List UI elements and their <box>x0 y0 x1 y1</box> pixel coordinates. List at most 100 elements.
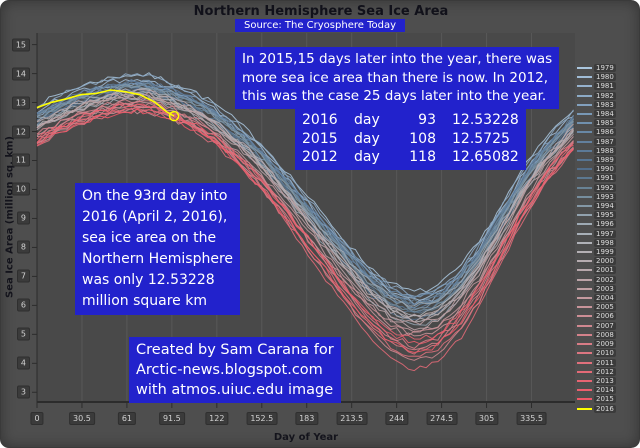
y-tick-label: 15 <box>11 38 30 52</box>
legend-year-label: 2010 <box>594 349 616 358</box>
note-line: was only 12.53228 <box>82 272 215 288</box>
year-legend: 1979 1980 1981 1982 1983 1984 1985 1986 1987 1988… <box>577 64 639 413</box>
legend-item-1990: 1990 <box>577 165 639 174</box>
legend-year-label: 1985 <box>594 119 616 128</box>
y-tick-label: 7 <box>16 269 30 283</box>
table-cell-year: 2016 <box>302 112 338 128</box>
x-tick-label: 183 <box>295 412 319 425</box>
legend-swatch <box>577 122 592 125</box>
legend-year-label: 2012 <box>594 367 616 376</box>
legend-year-label: 2007 <box>594 321 616 330</box>
x-tick-label: 0 <box>30 412 44 425</box>
legend-item-1997: 1997 <box>577 229 639 238</box>
legend-swatch <box>577 343 592 346</box>
y-tick-label: 4 <box>16 356 30 370</box>
legend-year-label: 2009 <box>594 340 616 349</box>
legend-swatch <box>577 76 592 79</box>
x-tick-label: 91.5 <box>158 412 185 425</box>
legend-year-label: 2005 <box>594 303 616 312</box>
legend-item-2012: 2012 <box>577 367 639 376</box>
legend-item-1991: 1991 <box>577 174 639 183</box>
table-row: 2012 day 118 12.65082 <box>302 148 519 167</box>
legend-item-2013: 2013 <box>577 376 639 385</box>
legend-item-1999: 1999 <box>577 248 639 257</box>
legend-swatch <box>577 398 592 401</box>
legend-year-label: 1984 <box>594 110 616 119</box>
note-line: sea ice area on the <box>82 230 217 246</box>
legend-item-2009: 2009 <box>577 340 639 349</box>
series-2016-end-marker <box>168 110 180 122</box>
note-line: with atmos.uiuc.edu image <box>136 382 334 398</box>
legend-year-label: 1994 <box>594 202 616 211</box>
y-tick-label: 5 <box>16 327 30 341</box>
legend-year-label: 2001 <box>594 266 616 275</box>
note-line: Northern Hemisphere <box>82 251 233 267</box>
table-cell-day-number: 108 <box>409 130 436 147</box>
legend-item-1988: 1988 <box>577 146 639 155</box>
legend-year-label: 1993 <box>594 192 616 201</box>
legend-swatch <box>577 315 592 318</box>
legend-year-label: 2002 <box>594 275 616 284</box>
table-row: 2016 day 93 12.53228 <box>302 111 519 130</box>
note-line: Created by Sam Carana for <box>136 342 334 358</box>
legend-item-2011: 2011 <box>577 358 639 367</box>
legend-year-label: 1991 <box>594 174 616 183</box>
x-tick-label: 152.5 <box>246 412 278 425</box>
series-line-2001 <box>36 88 574 318</box>
series-line-2003 <box>36 91 574 325</box>
legend-swatch <box>577 278 592 281</box>
legend-year-label: 1986 <box>594 128 616 137</box>
legend-swatch <box>577 214 592 217</box>
legend-swatch <box>577 223 592 226</box>
legend-item-1994: 1994 <box>577 202 639 211</box>
legend-item-1987: 1987 <box>577 137 639 146</box>
legend-item-2016: 2016 <box>577 404 639 413</box>
legend-item-2015: 2015 <box>577 395 639 404</box>
legend-year-label: 2003 <box>594 284 616 293</box>
y-tick-label: 9 <box>16 211 30 225</box>
legend-item-2014: 2014 <box>577 386 639 395</box>
table-row: 2015 day 108 12.5725 <box>302 130 519 149</box>
legend-year-label: 2015 <box>594 395 616 404</box>
legend-year-label: 1990 <box>594 165 616 174</box>
legend-item-2004: 2004 <box>577 294 639 303</box>
y-tick-label: 11 <box>11 153 30 167</box>
legend-item-2000: 2000 <box>577 257 639 266</box>
y-tick-label: 12 <box>11 125 30 139</box>
note-line: this was the case 25 days later into the… <box>242 88 547 104</box>
legend-swatch <box>577 131 592 134</box>
source-badge: Source: The Cryosphere Today <box>235 19 405 32</box>
legend-swatch <box>577 324 592 327</box>
table-cell-day-number: 118 <box>409 149 436 165</box>
y-tick-label: 6 <box>16 298 30 312</box>
legend-item-1998: 1998 <box>577 238 639 247</box>
table-cell-value: 12.65082 <box>452 149 519 165</box>
legend-item-1985: 1985 <box>577 119 639 128</box>
legend-item-2001: 2001 <box>577 266 639 275</box>
legend-year-label: 1999 <box>594 248 616 257</box>
legend-year-label: 2011 <box>594 358 616 367</box>
annotation-comparison-note: In 2015,15 days later into the year, the… <box>235 47 560 109</box>
series-line-1980 <box>36 78 574 302</box>
series-line-2013 <box>36 107 574 340</box>
legend-item-2002: 2002 <box>577 275 639 284</box>
table-cell-day-word: day <box>354 149 380 165</box>
legend-item-1983: 1983 <box>577 100 639 109</box>
legend-swatch <box>577 379 592 382</box>
note-line: 2016 (April 2, 2016), <box>82 209 228 225</box>
x-tick-label: 335.5 <box>516 412 547 425</box>
legend-item-1981: 1981 <box>577 82 639 91</box>
series-line-2016 <box>36 89 175 117</box>
annotation-2016-note: On the 93rd day into 2016 (April 2, 2016… <box>75 183 240 315</box>
note-line: On the 93rd day into <box>82 188 228 204</box>
legend-swatch <box>577 149 592 152</box>
legend-swatch <box>577 269 592 272</box>
legend-swatch <box>577 103 592 106</box>
x-tick-label: 30.5 <box>69 412 95 425</box>
table-cell-year: 2012 <box>302 149 338 165</box>
legend-swatch <box>577 370 592 373</box>
x-tick-label: 244 <box>385 412 409 425</box>
legend-swatch <box>577 195 592 198</box>
legend-swatch <box>577 205 592 208</box>
